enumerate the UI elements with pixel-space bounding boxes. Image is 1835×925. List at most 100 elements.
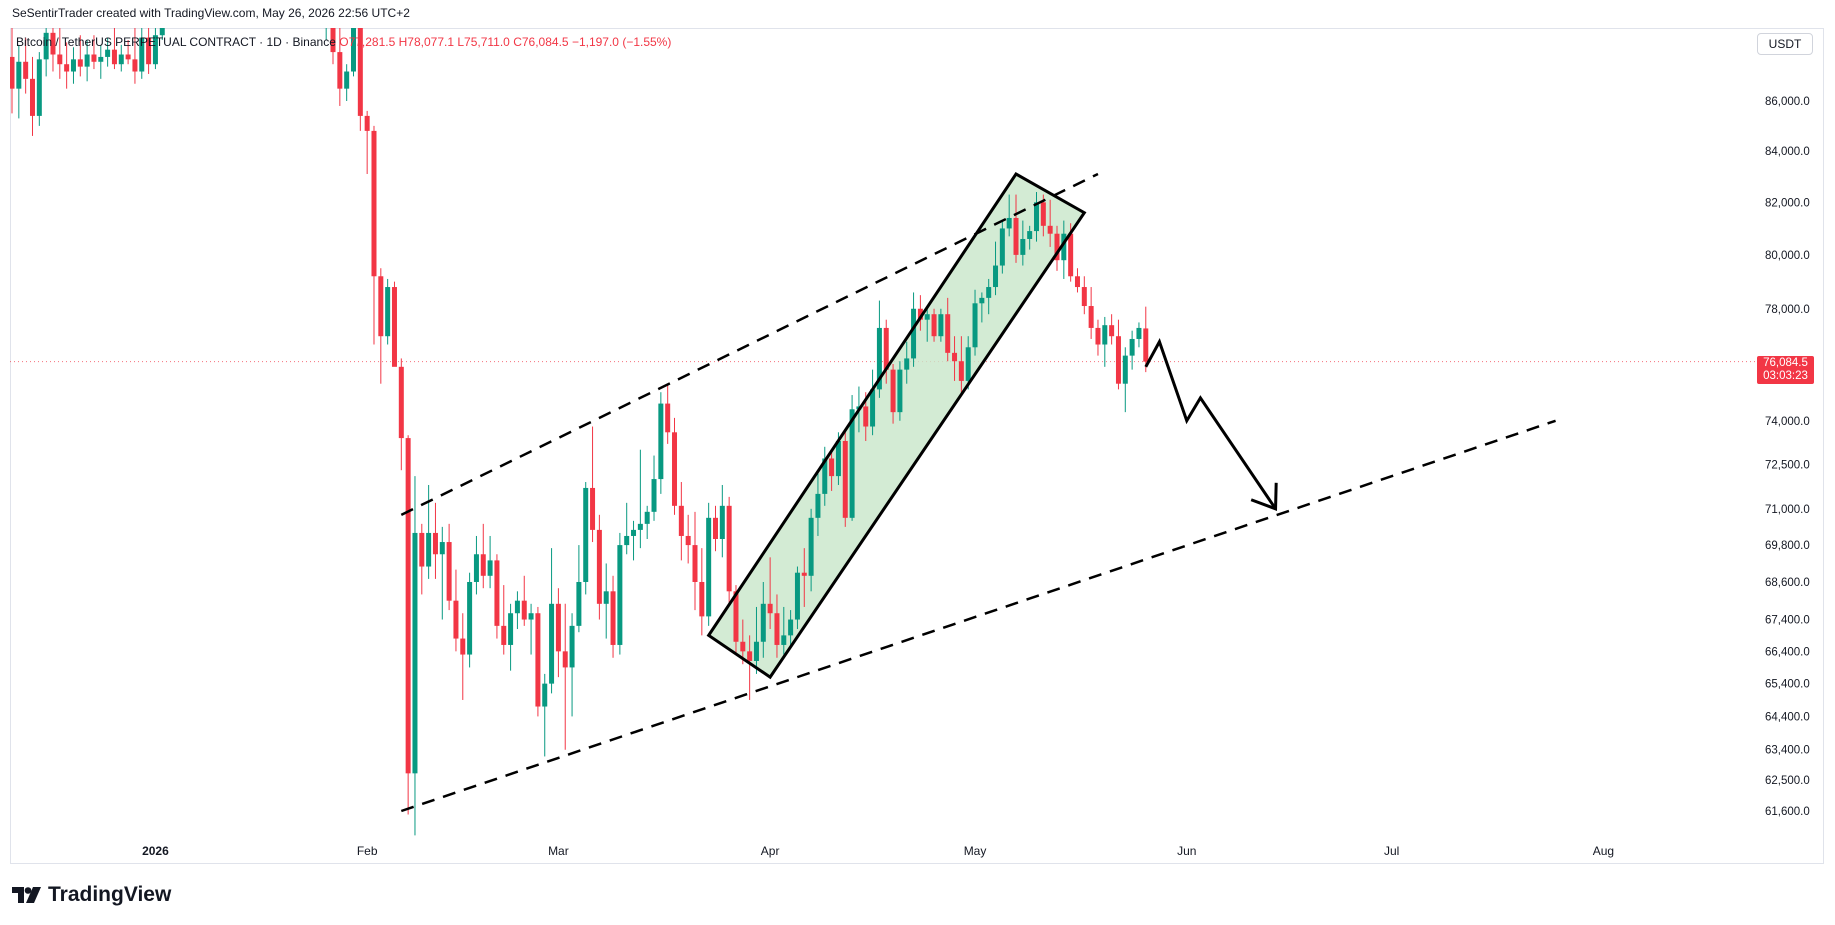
candle (610, 575, 616, 658)
tradingview-logo[interactable]: TradingView (12, 883, 171, 907)
candle-body (385, 287, 391, 337)
candle-body (1006, 217, 1012, 229)
candle-body (555, 603, 561, 652)
candle-body (323, 28, 329, 29)
candle-body (501, 625, 507, 645)
candle-body (1047, 225, 1053, 234)
candle (596, 514, 602, 620)
candle (70, 47, 76, 84)
candle (897, 361, 903, 421)
candle-body (808, 517, 814, 576)
candle (870, 369, 876, 436)
candle-body (706, 517, 712, 617)
candle (999, 220, 1005, 274)
candle (788, 610, 794, 645)
candle-body (57, 54, 63, 65)
candle (931, 308, 937, 342)
candle (747, 635, 753, 700)
candle (603, 563, 609, 639)
candle (1013, 194, 1019, 263)
candle-body (351, 28, 356, 72)
candle (706, 502, 712, 626)
candle (1102, 316, 1108, 367)
candle-body (665, 403, 671, 433)
candle (357, 28, 363, 131)
candle (583, 482, 589, 595)
candle (344, 64, 350, 101)
candle-body (70, 59, 76, 72)
candle-body (835, 440, 841, 477)
candle (351, 28, 356, 77)
candle (555, 588, 561, 678)
candle-body (132, 59, 138, 72)
candle (569, 613, 575, 717)
candle (890, 364, 896, 424)
candle-body (583, 487, 589, 582)
candle-body (740, 641, 746, 652)
candle-body (508, 613, 514, 645)
candle-body (494, 560, 500, 626)
candle (672, 417, 678, 515)
candle (808, 508, 814, 592)
candle-body (528, 613, 534, 620)
candle (487, 535, 493, 589)
candle-body (521, 600, 527, 620)
candle-body (610, 591, 616, 645)
candle-body (118, 54, 124, 65)
chart-pane[interactable] (10, 28, 1824, 864)
candle (16, 44, 22, 119)
time-axis-label: Feb (357, 844, 378, 858)
candle (651, 455, 657, 521)
ohlc-low: L75,711.0 (457, 35, 510, 49)
candle-body (965, 347, 971, 381)
candle (631, 520, 637, 561)
candle-body (1034, 202, 1039, 232)
candle (10, 28, 15, 114)
candle-body (36, 59, 42, 116)
symbol-title[interactable]: Bitcoin / TetherUS PERPETUAL CONTRACT · … (16, 35, 336, 49)
candle-body (760, 603, 766, 642)
candle (1034, 191, 1039, 242)
candle-body (945, 314, 951, 353)
candle-body (644, 511, 650, 524)
candle (480, 523, 486, 589)
candle-body (1013, 217, 1019, 255)
candle-body (781, 635, 787, 645)
tradingview-icon (12, 887, 41, 903)
time-axis-label: Aug (1593, 844, 1614, 858)
candle-body (405, 438, 411, 774)
candle-body (125, 54, 131, 60)
candle (958, 336, 964, 396)
ohlc-change: −1,197.0 (−1.55%) (571, 35, 672, 49)
candle (111, 28, 117, 70)
candle (822, 446, 828, 506)
candle-body (111, 49, 117, 65)
candle-body (542, 683, 548, 707)
candle-body (371, 130, 377, 277)
candle-body (64, 64, 70, 72)
price-axis-label: 64,400.0 (1765, 711, 1810, 723)
price-axis-label: 84,000.0 (1765, 146, 1810, 158)
candle-body (439, 542, 445, 555)
candle-body (637, 523, 643, 530)
candle (460, 613, 466, 700)
candle-body (391, 287, 397, 367)
candle-body (549, 603, 555, 684)
candle-body (514, 600, 520, 614)
symbol-info-bar[interactable]: Bitcoin / TetherUS PERPETUAL CONTRACT · … (16, 35, 671, 49)
candle-body (1068, 233, 1074, 277)
plot-area (10, 28, 1757, 836)
candle-body (863, 406, 869, 427)
candle-body (870, 389, 876, 427)
candle (726, 496, 732, 604)
candle-body (993, 265, 999, 288)
candle (781, 606, 787, 655)
candle-body (480, 554, 486, 576)
currency-selector[interactable]: USDT (1757, 33, 1813, 55)
candle (125, 40, 131, 65)
candle-body (467, 581, 473, 655)
candle-body (50, 32, 56, 55)
candle (146, 28, 152, 74)
candle-body (576, 581, 582, 626)
